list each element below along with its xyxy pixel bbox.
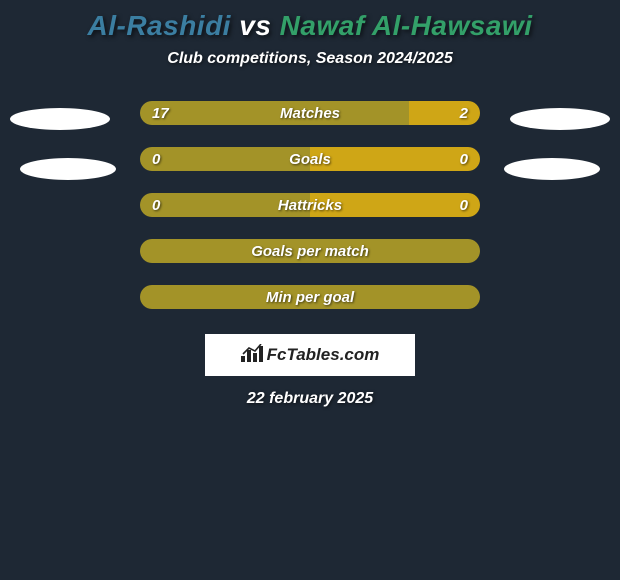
- stat-bar: Min per goal: [140, 285, 480, 309]
- stat-label: Hattricks: [140, 193, 480, 217]
- bars-icon: [241, 344, 263, 367]
- stat-label: Goals per match: [140, 239, 480, 263]
- logo-text: FcTables.com: [267, 345, 380, 365]
- stat-bar: 00Goals: [140, 147, 480, 171]
- stat-label: Min per goal: [140, 285, 480, 309]
- player-b-avatar: [504, 158, 600, 180]
- stat-row: Min per goal: [0, 284, 620, 310]
- title-vs: vs: [231, 10, 280, 41]
- stat-bar: 172Matches: [140, 101, 480, 125]
- subtitle: Club competitions, Season 2024/2025: [167, 50, 452, 68]
- comparison-chart: 172Matches 00Goals 00Hattricks Goals per ma…: [0, 100, 620, 330]
- stat-label: Goals: [140, 147, 480, 171]
- stat-bar: Goals per match: [140, 239, 480, 263]
- player-a-avatar: [20, 158, 116, 180]
- comparison-title: Al-Rashidi vs Nawaf Al-Hawsawi: [88, 10, 533, 42]
- player-a-avatar: [10, 108, 110, 130]
- stat-label: Matches: [140, 101, 480, 125]
- stat-row: 00Goals: [0, 146, 620, 172]
- player-b-avatar: [510, 108, 610, 130]
- stat-row: Goals per match: [0, 238, 620, 264]
- title-player-b: Nawaf Al-Hawsawi: [280, 10, 533, 41]
- stat-bar: 00Hattricks: [140, 193, 480, 217]
- title-player-a: Al-Rashidi: [88, 10, 231, 41]
- stat-row: 00Hattricks: [0, 192, 620, 218]
- snapshot-date: 22 february 2025: [247, 390, 373, 408]
- site-logo[interactable]: FcTables.com: [205, 334, 415, 376]
- stat-row: 172Matches: [0, 100, 620, 126]
